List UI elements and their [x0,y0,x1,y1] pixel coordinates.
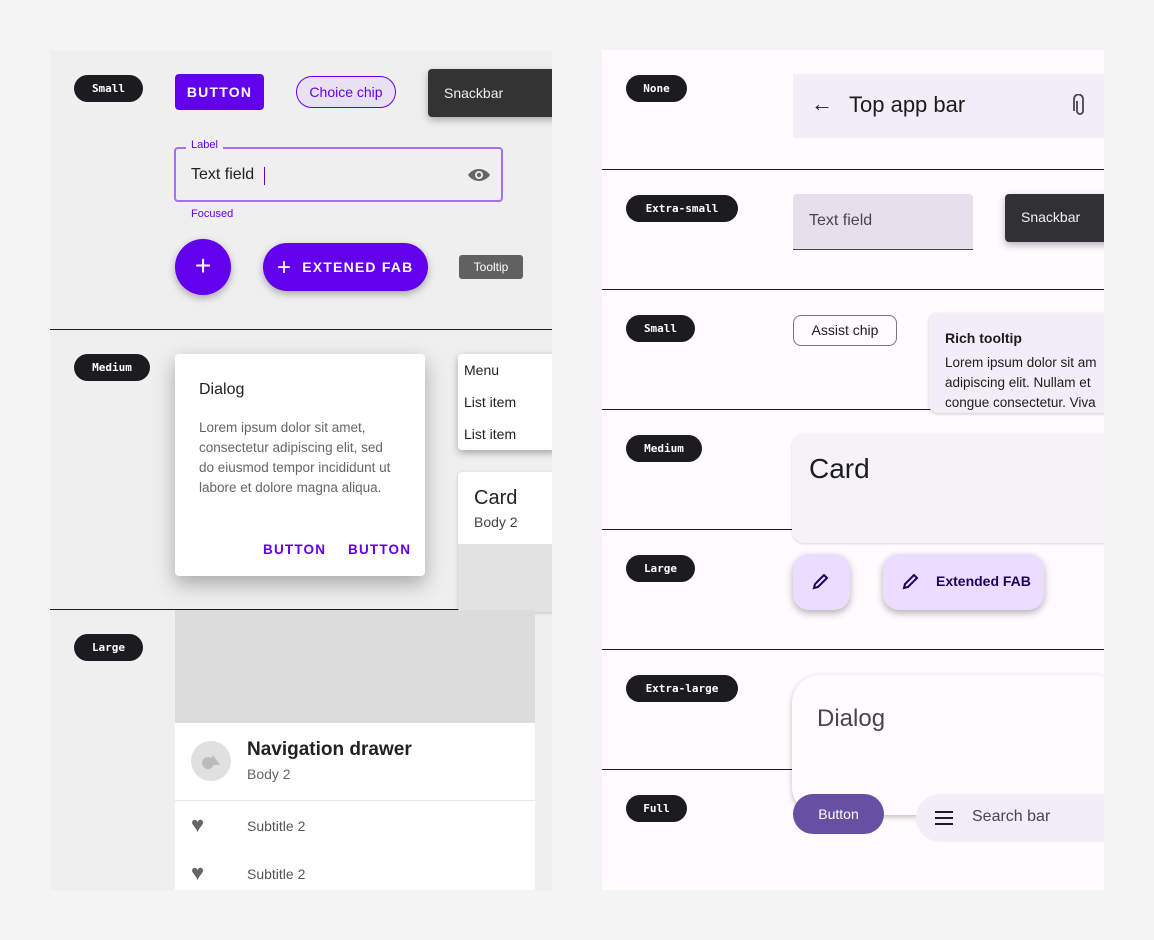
eye-icon[interactable] [467,165,491,185]
dialog-body-line: consectetur adipiscing elit, sed [199,440,383,455]
extended-fab[interactable]: Extended FAB [883,554,1044,610]
extended-fab-label: Extended FAB [936,573,1031,589]
dialog-title: Dialog [817,705,886,732]
button[interactable]: Button [793,794,884,834]
section-badge-small: Small [74,75,143,102]
drawer-item[interactable]: ♥ Subtitle 2 [175,854,535,890]
rich-tooltip-title: Rich tooltip [945,330,1022,346]
text-field[interactable]: Label Text field [174,139,503,202]
top-app-bar: ← Top app bar [793,74,1104,138]
button[interactable]: BUTTON [175,74,264,110]
divider [50,329,552,330]
card[interactable]: Card [792,433,1104,543]
dialog: Dialog [792,675,1104,815]
fab[interactable]: + [175,239,231,295]
filled-text-field[interactable]: Text field [793,194,973,250]
rich-tooltip: Rich tooltip Lorem ipsum dolor sit am ad… [929,313,1104,413]
drawer-item-label: Subtitle 2 [247,818,306,834]
section-badge-large: Large [74,634,143,661]
drawer-body: Body 2 [247,766,291,782]
rich-tooltip-line: Lorem ipsum dolor sit am [945,355,1097,370]
extended-fab[interactable]: + EXTENED FAB [263,243,428,291]
drawer-item-label: Subtitle 2 [247,866,306,882]
dialog-body-line: do eiusmod tempor incididunt ut [199,460,391,475]
attachment-icon[interactable] [1073,94,1087,118]
heart-icon: ♥ [191,812,205,837]
card-title: Card [809,453,870,484]
rich-tooltip-line: adipiscing elit. Nullam et [945,375,1091,390]
choice-chip[interactable]: Choice chip [296,76,396,108]
section-badge-medium: Medium [626,435,702,462]
dialog: Dialog Lorem ipsum dolor sit amet, conse… [175,354,425,576]
heart-icon: ♥ [191,860,205,885]
text-field-placeholder: Text field [809,212,873,229]
tooltip: Tooltip [459,255,523,279]
avatar [191,741,231,781]
drawer-header-image [175,610,535,723]
drawer-title: Navigation drawer [247,739,412,760]
pencil-icon [812,573,829,590]
search-bar[interactable]: Search bar [916,794,1104,842]
top-app-bar-title: Top app bar [849,92,966,117]
section-badge-none: None [626,75,687,102]
menu-icon[interactable] [934,810,954,826]
section-badge-full: Full [626,795,687,822]
card[interactable]: Card Body 2 [458,472,552,612]
drawer-item[interactable]: ♥ Subtitle 2 [175,806,535,846]
search-bar-placeholder: Search bar [972,808,1051,825]
text-field-label: Label [186,139,223,151]
text-field-helper: Focused [191,208,234,220]
dialog-body-line: Lorem ipsum dolor sit amet, [199,420,366,435]
section-badge-extra-large: Extra-large [626,675,738,702]
pencil-icon [902,573,919,590]
dialog-button[interactable]: BUTTON [263,542,327,557]
plus-icon: + [277,254,293,281]
card-title: Card [474,487,518,509]
extended-fab-label: EXTENED FAB [302,259,414,275]
menu: Menu List item List item [458,354,552,450]
section-badge-extra-small: Extra-small [626,195,738,222]
shape-scheme-m3-panel: None ← Top app bar Extra-small Text fiel… [602,50,1104,890]
fab[interactable] [793,554,850,610]
text-field-value: Text field [191,166,255,183]
menu-item[interactable]: List item [464,394,517,410]
assist-chip[interactable]: Assist chip [793,315,897,346]
dialog-body-line: labore et dolore magna aliqua. [199,480,382,495]
menu-item[interactable]: List item [464,426,517,442]
snackbar: Snackbar [1005,194,1104,242]
rich-tooltip-line: congue consectetur. Viva [945,395,1096,410]
back-arrow-icon[interactable]: ← [811,91,833,116]
divider [50,609,552,610]
card-body: Body 2 [474,514,518,530]
menu-item[interactable]: Menu [464,362,500,378]
snackbar: Snackbar [428,69,552,117]
dialog-button[interactable]: BUTTON [348,542,412,557]
section-badge-large: Large [626,555,695,582]
shape-scheme-m2-panel: Small BUTTON Choice chip Snackbar Label … [50,50,552,890]
shapes-icon [202,755,220,769]
dialog-title: Dialog [199,381,245,398]
section-badge-small: Small [626,315,695,342]
text-cursor [264,167,265,185]
navigation-drawer: Navigation drawer Body 2 ♥ Subtitle 2 ♥ … [175,610,535,890]
section-badge-medium: Medium [74,354,150,381]
plus-icon: + [194,250,212,281]
